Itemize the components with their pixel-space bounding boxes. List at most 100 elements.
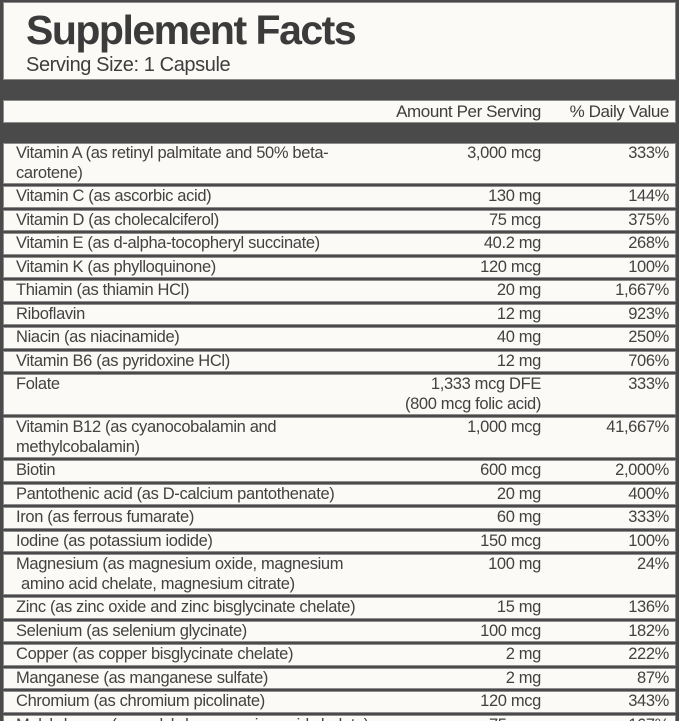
nutrient-name-line1: Biotin xyxy=(16,461,56,479)
table-row: Vitamin B12 (as cyanocobalamin and methy… xyxy=(3,417,676,458)
nutrient-daily-value: 250% xyxy=(628,328,669,346)
nutrient-amount-line1: 40 mg xyxy=(496,328,541,346)
nutrient-name: Vitamin B6 (as pyridoxine HCl) xyxy=(16,352,377,372)
nutrient-amount: 75 mcg xyxy=(381,211,541,231)
table-row: Vitamin D (as cholecalciferol) 75 mcg 37… xyxy=(3,209,676,231)
nutrient-amount-line1: 40.2 mg xyxy=(483,234,542,252)
nutrient-amount-line1: 100 mcg xyxy=(480,621,541,640)
nutrient-amount-line1: 120 mcg xyxy=(480,257,541,276)
nutrient-daily-value: 100% xyxy=(628,531,669,550)
nutrient-daily-value: 268% xyxy=(628,234,669,252)
nutrient-name-line1: Riboflavin xyxy=(16,304,85,323)
nutrient-name: Vitamin K (as phylloquinone) xyxy=(16,258,377,278)
table-row: Folate 1,333 mcg DFE (800 mcg folic acid… xyxy=(3,374,676,415)
nutrient-daily-value: 182% xyxy=(628,621,669,640)
label-title-panel: Supplement Facts Serving Size: 1 Capsule xyxy=(3,2,676,80)
nutrient-name: Magnesium (as magnesium oxide, magnesium… xyxy=(16,555,377,594)
nutrient-amount-line1: 15 mg xyxy=(496,598,541,616)
nutrient-name: Selenium (as selenium glycinate) xyxy=(16,622,377,642)
nutrient-amount: 3,000 mcg xyxy=(381,144,541,164)
nutrient-amount-line1: 3,000 mcg xyxy=(467,144,541,162)
nutrient-daily-value: 41,667% xyxy=(606,418,669,436)
nutrient-daily-value: 333% xyxy=(628,508,669,526)
table-row: Biotin 600 mcg 2,000% xyxy=(3,460,676,482)
table-row: Iron (as ferrous fumarate) 60 mg 333% xyxy=(3,507,676,529)
nutrient-name-line1: Folate xyxy=(16,375,60,393)
table-row: Vitamin E (as d-alpha-tocopheryl succina… xyxy=(3,233,676,255)
nutrient-name: Vitamin C (as ascorbic acid) xyxy=(16,187,377,207)
nutrient-daily-value: 343% xyxy=(628,692,669,710)
nutrient-amount: 120 mcg xyxy=(381,258,541,278)
table-row: Chromium (as chromium picolinate) 120 mc… xyxy=(3,691,676,713)
nutrient-daily-value: 333% xyxy=(628,375,669,393)
nutrient-amount-line1: 1,000 mcg xyxy=(467,418,541,436)
nutrient-name: Vitamin B12 (as cyanocobalamin and methy… xyxy=(16,418,377,457)
nutrient-name: Vitamin E (as d-alpha-tocopheryl succina… xyxy=(16,234,377,254)
nutrient-amount-line1: 1,333 mcg DFE xyxy=(430,375,541,393)
nutrient-name-line1: Manganese (as manganese sulfate) xyxy=(16,668,269,687)
table-row: Vitamin B6 (as pyridoxine HCl) 12 mg 706… xyxy=(3,350,676,372)
nutrient-name-line1: Niacin (as niacinamide) xyxy=(16,328,180,346)
nutrient-amount: 12 mg xyxy=(381,352,541,372)
nutrient-name-line1: Vitamin E (as d-alpha-tocopheryl succina… xyxy=(16,234,320,252)
nutrient-name-line1: Pantothenic acid (as D-calcium pantothen… xyxy=(16,484,335,503)
nutrient-amount: 60 mg xyxy=(381,508,541,528)
nutrient-amount: 15 mg xyxy=(381,598,541,618)
nutrient-daily-value: 222% xyxy=(628,645,669,663)
nutrient-amount-line1: 75 mcg xyxy=(488,210,541,229)
nutrient-daily-value: 167% xyxy=(545,716,669,721)
nutrient-name-line1: Molybdenum (as molybdenum amino acid che… xyxy=(16,716,377,721)
table-row: Vitamin K (as phylloquinone) 120 mcg 100… xyxy=(3,256,676,278)
serving-size-text: Serving Size: 1 Capsule xyxy=(26,54,231,76)
nutrient-amount: 2 mg xyxy=(381,668,542,689)
nutrient-amount-line1: 2 mg xyxy=(505,645,542,663)
nutrient-name-line1: Vitamin B6 (as pyridoxine HCl) xyxy=(16,351,230,370)
nutrient-name: Niacin (as niacinamide) xyxy=(16,328,377,348)
nutrient-name-line1: Vitamin K (as phylloquinone) xyxy=(16,257,216,276)
nutrient-amount: 130 mg xyxy=(381,187,541,207)
nutrient-amount: 600 mcg xyxy=(381,461,541,481)
nutrient-amount: 1,333 mcg DFE (800 mcg folic acid) xyxy=(381,375,541,414)
nutrient-amount-line1: 75 mcg xyxy=(381,716,541,721)
nutrient-amount-line1: 600 mcg xyxy=(480,461,541,479)
table-row: Manganese (as manganese sulfate) 2 mg 87… xyxy=(3,667,676,689)
nutrient-name: Biotin xyxy=(16,461,377,481)
nutrient-daily-value: 100% xyxy=(628,257,669,276)
nutrient-name: Folate xyxy=(16,375,377,395)
nutrient-amount-line1: 130 mg xyxy=(488,187,541,205)
nutrient-name: Pantothenic acid (as D-calcium pantothen… xyxy=(16,485,377,505)
table-row: Copper (as copper bisglycinate chelate) … xyxy=(3,644,676,666)
nutrient-amount: 40.2 mg xyxy=(381,234,542,254)
nutrient-amount-line1: 2 mg xyxy=(505,668,542,687)
nutrient-name-line1: Vitamin A (as retinyl palmitate and 50% … xyxy=(16,144,329,182)
nutrient-daily-value: 2,000% xyxy=(615,461,669,479)
nutrient-amount: 120 mcg xyxy=(381,692,541,712)
nutrient-daily-value: 24% xyxy=(637,555,669,573)
nutrient-amount: 40 mg xyxy=(381,328,541,348)
nutrient-daily-value: 144% xyxy=(628,187,669,205)
nutrient-amount-line1: 100 mg xyxy=(488,555,541,573)
table-row: Zinc (as zinc oxide and zinc bisglycinat… xyxy=(3,597,676,619)
daily-value-header: % Daily Value xyxy=(569,101,670,121)
nutrient-name: Vitamin A (as retinyl palmitate and 50% … xyxy=(16,144,377,183)
nutrient-table: Vitamin A (as retinyl palmitate and 50% … xyxy=(3,143,676,721)
table-row: Selenium (as selenium glycinate) 100 mcg… xyxy=(3,620,676,642)
column-header-row: Amount Per Serving % Daily Value xyxy=(3,100,676,123)
nutrient-amount-line1: 150 mcg xyxy=(480,531,541,550)
nutrient-daily-value: 1,667% xyxy=(615,281,669,299)
table-row: Vitamin C (as ascorbic acid) 130 mg 144% xyxy=(3,186,676,208)
nutrient-name-line1: Zinc (as zinc oxide and zinc bisglycinat… xyxy=(16,598,356,616)
nutrient-name-line2: amino acid chelate, magnesium citrate) xyxy=(21,574,295,593)
nutrient-amount-line1: 20 mg xyxy=(496,281,541,299)
nutrient-daily-value: 375% xyxy=(628,210,669,229)
label-title: Supplement Facts xyxy=(26,7,357,53)
nutrient-daily-value: 400% xyxy=(628,484,669,503)
nutrient-name: Thiamin (as thiamin HCl) xyxy=(16,281,377,301)
nutrient-amount: 1,000 mcg xyxy=(381,418,541,438)
nutrient-daily-value: 333% xyxy=(628,144,669,162)
nutrient-amount: 100 mcg xyxy=(381,622,541,642)
table-row: Magnesium (as magnesium oxide, magnesium… xyxy=(3,554,676,595)
nutrient-amount: 20 mg xyxy=(381,485,541,505)
nutrient-name-line1: Chromium (as chromium picolinate) xyxy=(16,692,265,710)
